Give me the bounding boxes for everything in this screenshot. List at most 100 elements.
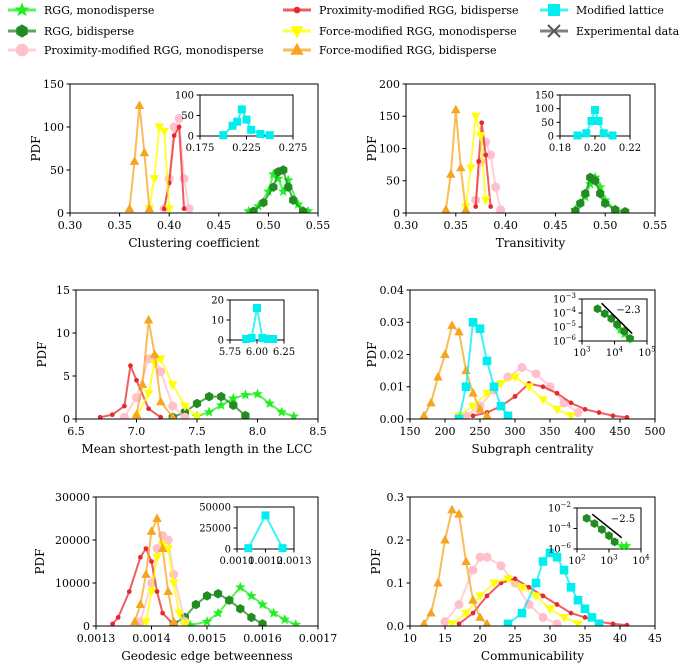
x-tick-label: 0.55 — [643, 219, 668, 232]
plot-area — [110, 513, 302, 626]
data-point — [180, 620, 190, 626]
data-point — [616, 540, 627, 551]
x-tick-label: 0.55 — [306, 219, 331, 232]
data-point — [252, 388, 263, 399]
inset-plot-area — [593, 302, 635, 343]
y-tick-label: 0 — [63, 413, 70, 426]
data-point — [559, 565, 569, 575]
data-point — [247, 334, 256, 342]
data-point — [174, 609, 184, 619]
y-tick-label: 0 — [83, 620, 90, 633]
data-point — [573, 408, 583, 418]
power-law-guide — [601, 302, 633, 335]
data-point — [261, 511, 270, 520]
data-point — [192, 412, 202, 419]
data-point — [582, 129, 591, 138]
series-line — [190, 585, 297, 626]
x-tick-label: 20 — [473, 632, 487, 645]
x-tick-label: 6.00 — [246, 347, 268, 358]
y-tick-label: 10 — [211, 316, 224, 327]
data-point — [131, 409, 142, 419]
data-point — [214, 589, 223, 599]
data-point — [288, 410, 300, 419]
legend-marker — [15, 43, 29, 57]
series — [454, 317, 513, 419]
series — [447, 575, 583, 626]
data-point — [282, 174, 294, 185]
axes-border — [409, 496, 656, 627]
data-point — [440, 534, 450, 544]
y-axis-label: PDF — [369, 548, 383, 574]
series — [616, 540, 632, 551]
series — [473, 120, 494, 209]
inset-plot-area — [219, 105, 274, 140]
data-point — [591, 106, 599, 115]
y-tick-label: 100 — [535, 104, 554, 115]
data-point — [259, 197, 268, 208]
axes-border — [69, 83, 319, 214]
data-point — [596, 410, 602, 415]
legend-entry: RGG, bidisperse — [8, 24, 134, 38]
data-point — [124, 203, 135, 213]
y-tick-label: 0 — [225, 545, 231, 556]
data-point — [582, 615, 588, 620]
data-point — [454, 414, 464, 419]
data-point — [576, 198, 585, 209]
y-tick-label: 10 — [56, 327, 70, 340]
y-axis-label: PDF — [29, 135, 43, 161]
data-point — [489, 382, 499, 392]
data-point — [517, 362, 527, 372]
data-point — [605, 531, 613, 541]
data-point — [143, 546, 149, 551]
data-point — [234, 581, 246, 592]
data-point — [476, 159, 482, 164]
y-tick-label: 50 — [181, 111, 194, 122]
data-point — [191, 599, 200, 610]
data-point — [517, 583, 527, 593]
x-tick-label: 15 — [438, 632, 452, 645]
data-point — [202, 591, 212, 601]
data-point — [149, 175, 160, 184]
data-point — [219, 131, 228, 140]
series — [571, 172, 630, 213]
data-point — [590, 519, 599, 529]
x-tick-label: 0.0013 — [277, 556, 312, 567]
data-point — [141, 618, 151, 626]
series — [441, 104, 471, 213]
y-tick-label: 0.0 — [387, 620, 405, 633]
data-point — [584, 178, 596, 189]
data-point — [587, 613, 597, 622]
data-point — [608, 131, 617, 140]
data-point — [610, 621, 616, 626]
data-point — [621, 540, 632, 551]
y-tick-label: 0.04 — [380, 284, 405, 297]
data-point — [126, 589, 132, 594]
series — [97, 361, 164, 419]
data-point — [143, 314, 154, 324]
data-point — [607, 314, 616, 323]
data-point — [292, 198, 304, 209]
data-point — [184, 204, 194, 213]
data-point — [482, 389, 492, 399]
data-point — [146, 588, 157, 597]
slope-annotation: −2.5 — [611, 514, 635, 525]
data-point — [582, 513, 591, 523]
data-point — [122, 403, 127, 409]
series-line — [133, 515, 175, 623]
data-point — [256, 129, 265, 138]
x-tick-label: 0.275 — [279, 143, 308, 154]
x-tick-label: 500 — [645, 425, 666, 438]
inset-chart: 0.175 0.225 0.275 0 50 100 — [175, 91, 307, 155]
data-point — [566, 583, 576, 592]
x-tick-label: 0.45 — [543, 219, 568, 232]
y-tick-label: 50 — [541, 118, 554, 129]
x-tick-label: 7.5 — [188, 425, 206, 438]
data-point — [233, 117, 242, 126]
data-point — [552, 552, 562, 562]
data-point — [475, 324, 485, 333]
series — [130, 513, 179, 626]
data-point — [128, 363, 133, 369]
y-tick-label: 0.1 — [387, 577, 405, 590]
x-tick-label: 30 — [543, 632, 557, 645]
